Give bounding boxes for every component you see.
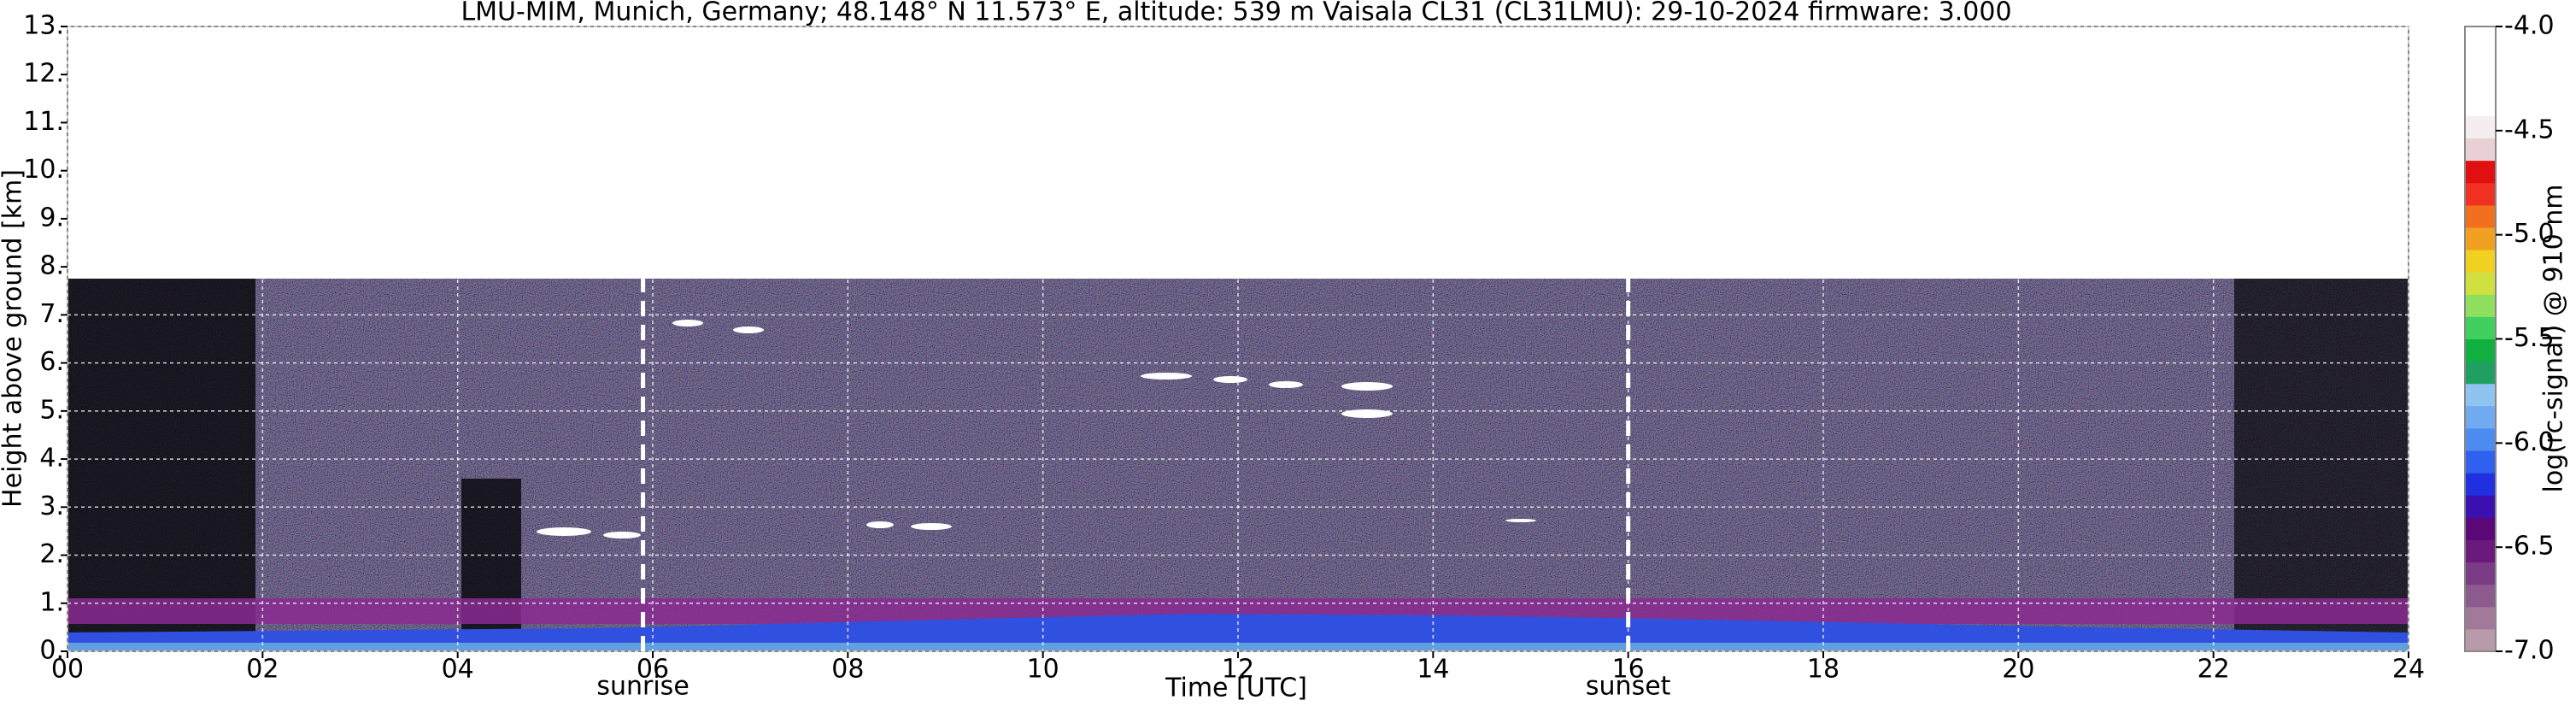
colorbar-swatch xyxy=(2465,160,2496,184)
colorbar-swatch xyxy=(2465,584,2496,608)
colorbar-swatch xyxy=(2465,272,2496,295)
colorbar-swatch xyxy=(2465,405,2496,429)
x-tick-label: 14 xyxy=(1417,655,1449,685)
colorbar-swatch xyxy=(2465,338,2496,362)
y-tick-label: 0. xyxy=(39,636,64,666)
colorbar-swatch xyxy=(2465,316,2496,339)
colorbar-swatch xyxy=(2465,606,2496,630)
colorbar-swatch xyxy=(2465,294,2496,317)
colorbar-tick-label: -5.0 xyxy=(2504,219,2555,249)
colorbar-swatch xyxy=(2465,115,2496,139)
colorbar-swatch xyxy=(2465,71,2496,94)
dark-region xyxy=(67,279,255,638)
y-tick-label: 4. xyxy=(39,444,64,474)
x-tick-label: 00 xyxy=(51,655,84,685)
y-tick-label: 13. xyxy=(23,11,64,41)
y-tick-label: 7. xyxy=(39,299,64,329)
y-tick-label: 8. xyxy=(39,251,64,281)
colorbar-swatch xyxy=(2465,49,2496,72)
y-tick-label: 11. xyxy=(23,107,64,137)
colorbar-tick-label: -5.5 xyxy=(2504,323,2555,353)
colorbar-tick-label: -6.0 xyxy=(2504,427,2555,457)
x-tick-label: 08 xyxy=(831,655,864,685)
colorbar-swatch xyxy=(2465,450,2496,474)
colorbar-swatch xyxy=(2465,250,2496,273)
colorbar-swatch xyxy=(2465,26,2496,50)
x-axis-label: Time [UTC] xyxy=(1165,674,1307,703)
sun-label: sunset xyxy=(1586,672,1671,702)
colorbar-tick-label: -4.0 xyxy=(2504,11,2555,41)
dark-region xyxy=(2234,279,2409,638)
y-tick-label: 12. xyxy=(23,59,64,89)
colorbar-swatch xyxy=(2465,427,2496,451)
y-tick-label: 10. xyxy=(23,155,64,185)
x-tick-label: 22 xyxy=(2198,655,2230,685)
y-tick-label: 9. xyxy=(39,203,64,232)
clouds xyxy=(537,320,1536,538)
x-tick-label: 06 xyxy=(637,655,669,685)
colorbar-tick-label: -7.0 xyxy=(2504,636,2555,666)
colorbar-swatch xyxy=(2465,227,2496,250)
y-tick-label: 6. xyxy=(39,347,64,377)
x-tick-label: 12 xyxy=(1222,655,1254,685)
colorbar-swatch xyxy=(2465,517,2496,540)
x-tick-label: 18 xyxy=(1807,655,1840,685)
x-tick-label: 10 xyxy=(1027,655,1059,685)
colorbar-swatch xyxy=(2465,93,2496,116)
y-tick-label: 1. xyxy=(39,587,64,617)
colorbar-swatch xyxy=(2465,182,2496,206)
y-axis-label: Height above ground [km] xyxy=(0,169,28,508)
colorbar-swatch xyxy=(2465,562,2496,585)
colorbar-swatch xyxy=(2465,473,2496,496)
colorbar-swatch xyxy=(2465,495,2496,518)
x-tick-label: 02 xyxy=(246,655,279,685)
y-tick-label: 3. xyxy=(39,491,64,521)
x-tick-label: 04 xyxy=(442,655,474,685)
colorbar-swatch xyxy=(2465,383,2496,407)
colorbar-swatch xyxy=(2465,204,2496,228)
colorbar-swatch xyxy=(2465,628,2496,652)
y-tick-label: 2. xyxy=(39,539,64,569)
x-tick-label: 24 xyxy=(2392,655,2425,685)
colorbar-tick-label: -6.5 xyxy=(2504,532,2555,562)
sun-label: sunrise xyxy=(596,672,689,702)
x-tick-label: 16 xyxy=(1612,655,1645,685)
chart-title: LMU-MIM, Munich, Germany; 48.148° N 11.5… xyxy=(461,0,2011,27)
x-tick-label: 20 xyxy=(2002,655,2034,685)
colorbar-swatch xyxy=(2465,539,2496,563)
colorbar-swatch xyxy=(2465,138,2496,162)
colorbar-swatch xyxy=(2465,361,2496,385)
y-tick-label: 5. xyxy=(39,395,64,425)
colorbar-label: log(rc-signal) @ 910 nm xyxy=(2539,185,2569,493)
colorbar-tick-label: -4.5 xyxy=(2504,115,2555,144)
